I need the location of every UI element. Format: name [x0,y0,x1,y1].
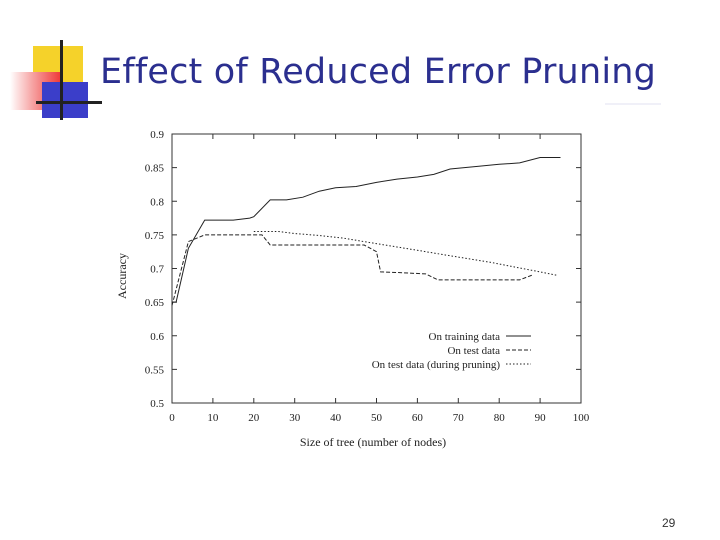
x-tick-label: 70 [453,412,465,424]
y-tick-label: 0.75 [145,230,165,242]
series-line-2 [171,234,533,306]
y-tick-label: 0.9 [150,129,164,141]
x-tick-label: 80 [494,412,506,424]
x-tick-label: 50 [371,412,383,424]
deco-title-underline [605,103,661,105]
x-tick-label: 0 [169,412,175,424]
y-tick-label: 0.5 [150,398,164,410]
x-tick-label: 60 [412,412,424,424]
x-tick-label: 40 [330,412,342,424]
x-axis-label: Size of tree (number of nodes) [300,435,446,449]
x-tick-label: 10 [207,412,219,424]
legend-label-3: On test data (during pruning) [372,359,501,371]
y-tick-label: 0.7 [150,264,164,276]
series-line-3 [253,231,557,276]
legend-label-1: On training data [429,331,501,343]
series-line-1 [172,157,561,303]
y-tick-label: 0.65 [145,297,165,309]
x-tick-label: 90 [535,412,547,424]
page-number: 29 [662,516,676,530]
y-axis-label: Accuracy [115,253,129,299]
y-tick-label: 0.85 [145,163,165,175]
y-tick-label: 0.55 [145,364,165,376]
y-tick-label: 0.6 [150,331,164,343]
legend-label-2: On test data [447,345,500,357]
deco-horizontal-line [36,101,102,104]
x-tick-label: 100 [573,412,590,424]
slide-title: Effect of Reduced Error Pruning [100,52,657,92]
x-tick-label: 30 [289,412,301,424]
x-tick-label: 20 [248,412,260,424]
y-tick-label: 0.8 [150,196,164,208]
deco-blue-square [42,82,88,118]
deco-vertical-line [60,40,63,120]
